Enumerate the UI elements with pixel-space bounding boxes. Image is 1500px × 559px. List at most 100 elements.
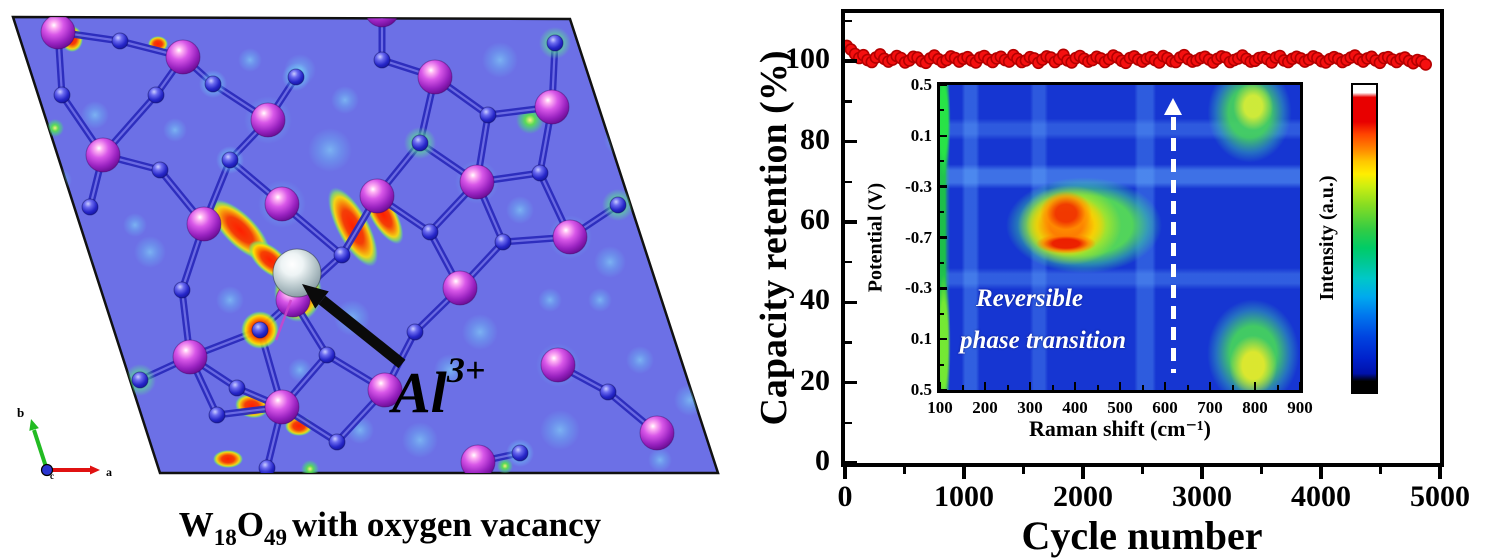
oxygen-atom [53,86,71,104]
x-tick-label: 2000 [1053,480,1113,513]
tungsten-atom [250,102,286,138]
data-point [1419,58,1433,71]
inset-y-minor-tick [940,160,944,163]
oxygen-atom [546,34,564,52]
inset-y-major-tick [940,337,947,341]
tungsten-atom [40,17,76,50]
inset-x-major-tick [1028,382,1032,390]
y-tick-label: 40 [800,283,830,317]
tungsten-atom [459,164,495,200]
x-tick-label: 5000 [1410,480,1470,513]
phase-transition-arrow-head-icon [1164,98,1182,115]
cyan-density-smudge [604,124,636,156]
inset-x-tick-label: 900 [1287,398,1313,417]
left-panel-caption: W18O49 with oxygen vacancy [179,505,602,550]
oxygen-atom [406,323,424,341]
inset-y-major-tick [940,236,947,239]
tungsten-atom [534,89,570,125]
oxygen-atom [411,134,429,152]
annotation-line2: phase transition [960,327,1127,354]
oxygen-atom [147,86,165,104]
c-axis-label: c [50,471,54,481]
tungsten-atom [442,270,478,306]
a-axis-label: a [106,465,112,479]
al-arrow-head-icon [302,284,329,309]
y-major-tick [845,300,857,305]
x-minor-tick [1379,467,1382,474]
oxygen-atom [81,198,99,216]
inset-x-minor-tick [961,385,964,390]
y-minor-tick [845,19,852,23]
x-major-tick [1200,467,1204,479]
intensity-colorbar [1351,83,1378,394]
cyan-density-smudge [674,384,706,416]
aluminum-ion-atom [272,248,322,298]
y-tick-label: 60 [800,202,830,236]
x-tick-label: 1000 [934,480,994,513]
oxygen-atom [258,459,276,473]
al-ion-annotation: Al3+ [302,284,485,425]
oxygen-atom [221,151,239,169]
cyan-density-smudge [588,288,612,312]
right-panel-cycling-chart: Capacity retention (%) Cycle number Reve… [750,0,1500,559]
tungsten-atom [165,39,201,75]
b-axis-label: b [17,405,24,420]
oxygen-atom [599,383,617,401]
tungsten-atom [417,59,453,95]
oxygen-atom [251,321,269,339]
y-major-tick [845,380,857,385]
y-minor-tick [845,260,852,264]
x-tick-label: 4000 [1291,480,1351,513]
y-minor-tick [845,180,852,183]
x-major-tick [843,467,847,479]
red-charge-hotspot [327,187,379,267]
cyan-density-smudge [506,196,534,224]
phase-transition-arrow-line-icon [1171,117,1176,373]
tungsten-atom [172,339,208,375]
inset-x-minor-tick [1276,385,1279,390]
oxygen-atom [494,233,512,251]
cyan-density-smudge [594,246,626,278]
tungsten-atom [359,178,395,214]
x-major-tick [1319,467,1323,479]
inset-y-minor-tick [940,109,944,112]
oxygen-atom [173,281,191,299]
al-ion-label: Al3+ [389,350,485,425]
inset-x-tick-label: 600 [1152,398,1178,417]
oxygen-atom [228,379,246,397]
cyan-density-smudge [482,42,518,78]
inset-x-tick-label: 200 [972,398,998,417]
oxygen-atom [373,51,391,69]
x-major-tick [1438,467,1442,479]
tungsten-atom [552,219,588,255]
inset-y-tick-label: -0.3 [905,176,932,196]
cyan-density-smudge [163,118,187,142]
left-panel-charge-density: Al3+ b a c W18O49 with oxygen vacancy [11,15,720,550]
oxygen-atom [511,444,529,462]
y-major-tick [845,139,857,144]
cyan-density-smudge [402,422,438,458]
inset-y-tick-label: -0.3 [905,278,932,298]
x-tick-label: 3000 [1172,480,1232,513]
y-tick-label: 80 [800,122,830,156]
cyan-density-smudge [540,410,580,450]
inset-x-minor-tick [1051,385,1054,390]
oxygen-atom [318,346,336,364]
cyan-density-smudge [648,448,672,472]
colorbar-label: Intensity (a.u.) [1316,175,1338,301]
inset-x-minor-tick [1231,385,1234,390]
oxygen-atom [421,223,439,241]
green-density-blob [46,119,64,137]
tungsten-atom [264,389,300,425]
oxygen-atom [609,196,627,214]
green-density-blob [497,458,513,473]
inset-x-tick-label: 800 [1242,398,1268,417]
y-tick-label: 0 [815,444,830,477]
inset-y-minor-tick [940,363,944,366]
crystal-atoms [40,17,675,473]
y-major-tick [845,220,857,224]
x-major-tick [1081,467,1085,479]
y-minor-tick [845,421,852,425]
cyan-density-smudge [48,168,72,192]
green-density-blob [301,460,319,473]
